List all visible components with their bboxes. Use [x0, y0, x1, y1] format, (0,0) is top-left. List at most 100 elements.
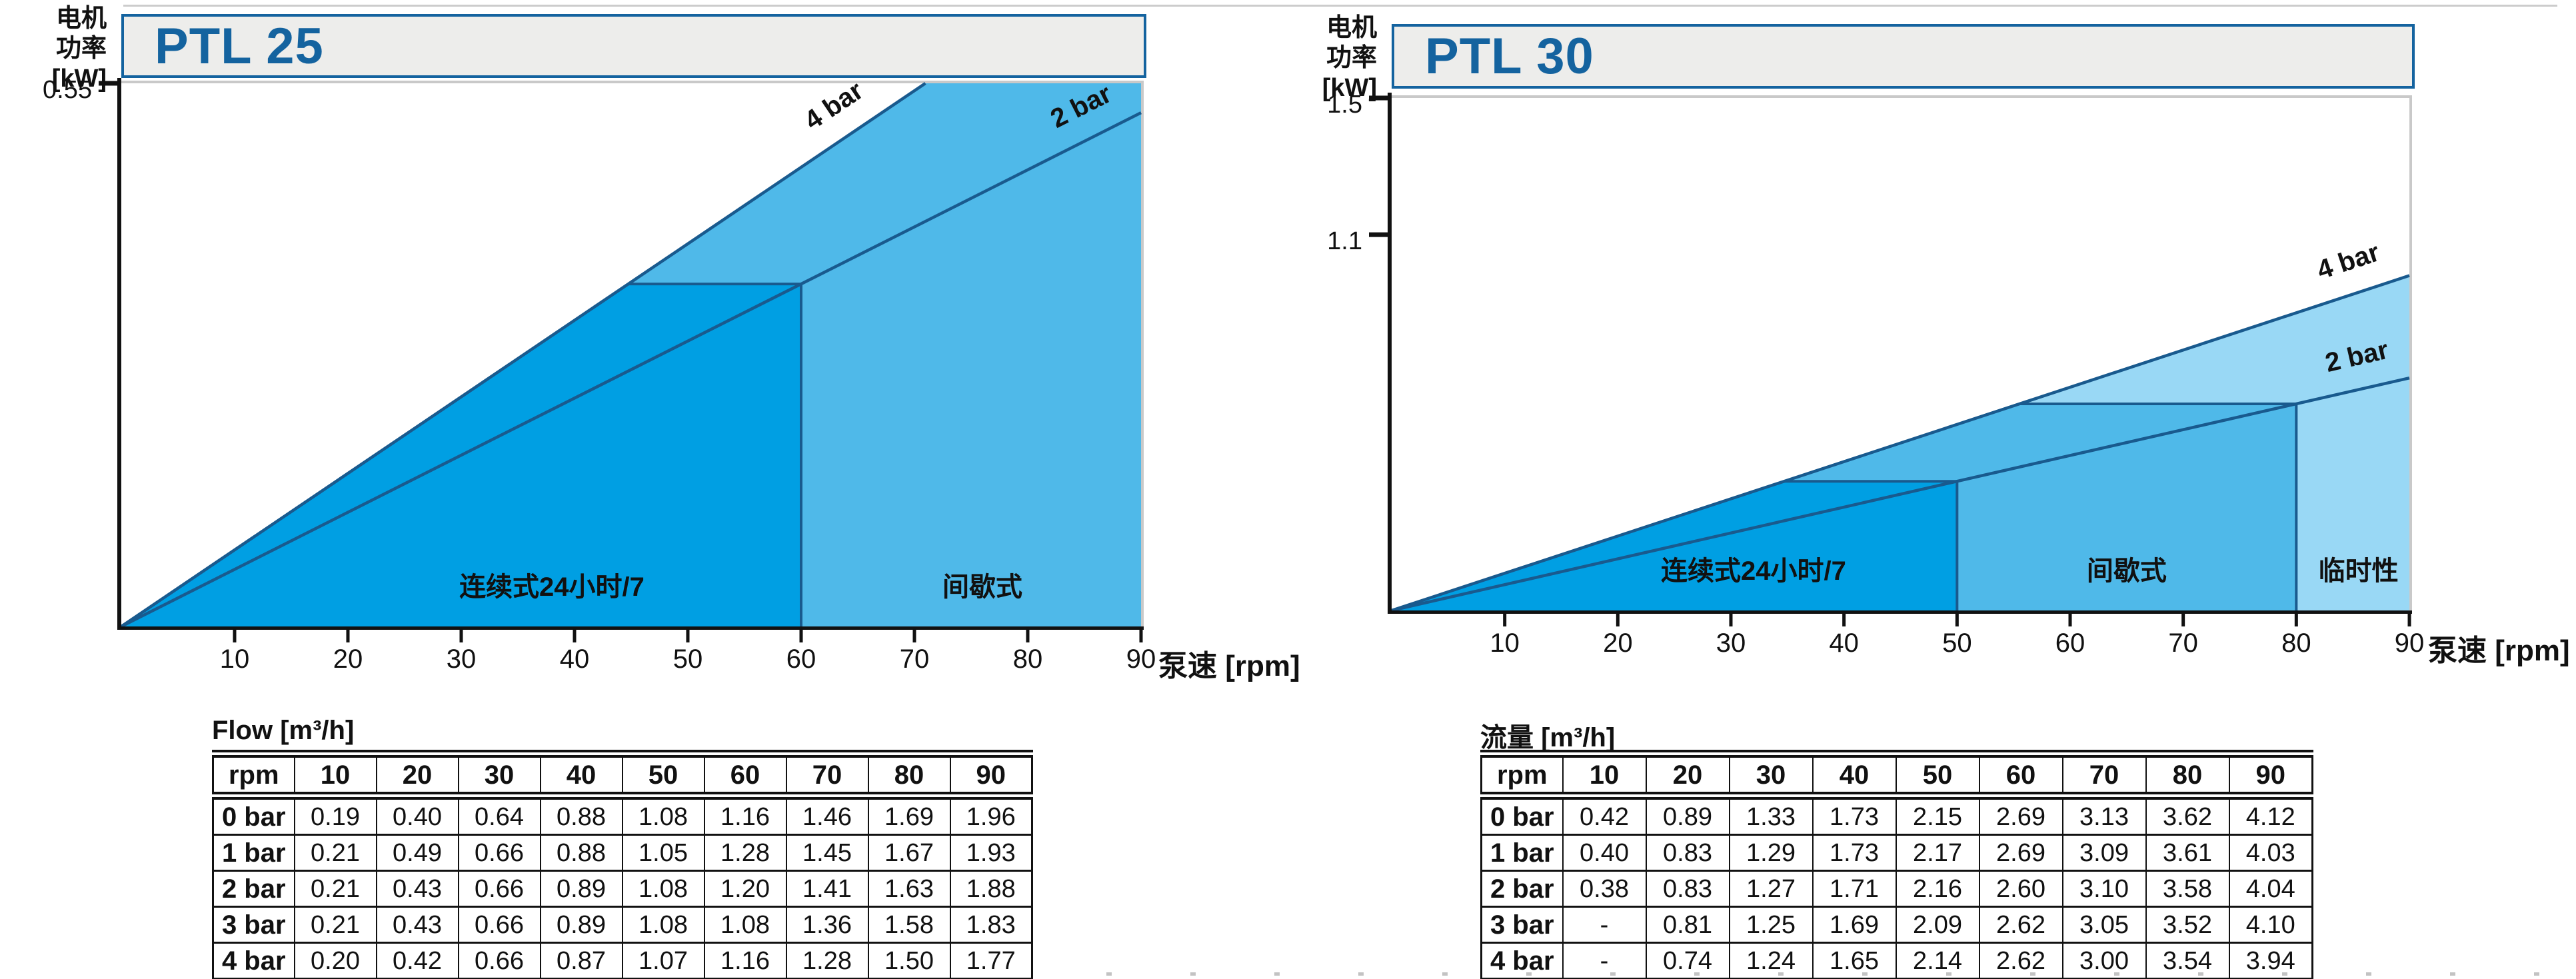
flow-table-cell: 1.88: [949, 870, 1033, 908]
flow-table-cell: 1.28: [785, 942, 869, 979]
x-tick-label: 50: [1942, 628, 1972, 658]
flow-table-cell: 0.21: [293, 906, 377, 944]
flow-table-cell: 0.43: [375, 906, 459, 944]
flow-table-row-label: 2 bar: [1480, 870, 1564, 908]
flow-table-header-cell: 80: [867, 753, 951, 800]
flow-table-cell: 1.16: [703, 794, 787, 836]
flow-table-row: 3 bar -0.81 1.25 1.69 2.09 2.62 3.05 3.52 4.10: [1480, 906, 2313, 944]
flow-table-header-cell: 60: [1978, 753, 2063, 800]
x-tick-label: 10: [220, 644, 250, 674]
x-axis-title: 泵速 [rpm]: [1158, 650, 1300, 682]
flow-table-header-row: rpm 10 20 30 40 50 60 70 80 90: [212, 753, 1033, 800]
flow-table-row-label: 3 bar: [1480, 906, 1564, 944]
flow-table-cell: 0.81: [1645, 906, 1730, 944]
flow-table-cell: 1.16: [703, 942, 787, 979]
y-axis-title-line: [kW]: [51, 65, 107, 93]
flow-table-header-cell: 70: [785, 753, 869, 800]
x-tick-label: 60: [2055, 628, 2085, 658]
flow-table-cell: 1.71: [1812, 870, 1897, 908]
flow-table-cell: 2.09: [1895, 906, 1980, 944]
flow-table-row: 1 bar 0.21 0.49 0.66 0.88 1.05 1.28 1.45 1.67 1.9…: [212, 834, 1033, 872]
chart-title-box: PTL 25: [121, 14, 1146, 78]
flow-table-row: 2 bar 0.38 0.83 1.27 1.71 2.16 2.60 3.10 3.58 4.0…: [1480, 870, 2313, 908]
x-tick-label: 30: [447, 644, 477, 674]
y-tick-label: 0.55: [43, 76, 92, 104]
flow-table-cell: 1.69: [1812, 906, 1897, 944]
flow-table-row-label: 3 bar: [212, 906, 295, 944]
flow-table-cell: 1.73: [1812, 794, 1897, 836]
flow-table-cell: 0.83: [1645, 870, 1730, 908]
flow-table-cell: 1.25: [1728, 906, 1814, 944]
flow-table-cell: 0.88: [539, 794, 623, 836]
flow-table-cell: 3.58: [2145, 870, 2230, 908]
flow-table-cell: 3.09: [2061, 834, 2147, 872]
flow-table-cell: 0.40: [375, 794, 459, 836]
flow-table-cell: 4.12: [2228, 794, 2313, 836]
flow-table-cell: 1.07: [621, 942, 705, 979]
flow-table-cell: 0.89: [539, 906, 623, 944]
flow-table-header-cell: 90: [949, 753, 1033, 800]
flow-table-cell: 1.08: [621, 906, 705, 944]
flow-table-header-cell: 70: [2061, 753, 2147, 800]
flow-table-cell: 0.66: [457, 906, 541, 944]
flow-table-cell: 1.45: [785, 834, 869, 872]
flow-table-cell: 4.04: [2228, 870, 2313, 908]
flow-table-cell: 1.28: [703, 834, 787, 872]
x-tick-label: 80: [1013, 644, 1043, 674]
flow-table-header-cell: 50: [1895, 753, 1980, 800]
y-axis-title-line: 电机: [55, 5, 107, 33]
flow-table-cell: 1.46: [785, 794, 869, 836]
flow-table-header-cell: rpm: [1480, 753, 1564, 800]
x-tick-label: 90: [2395, 628, 2425, 658]
flow-table-row-label: 1 bar: [212, 834, 295, 872]
flow-table-cell: 2.62: [1978, 906, 2063, 944]
pressure-line-4bar: [120, 82, 926, 628]
flow-table-ptl30: rpm 10 20 30 40 50 60 70 80 90 0 bar 0.42 0.89 1.33 1.…: [1480, 750, 2313, 979]
flow-table-cell: 0.66: [457, 942, 541, 979]
flow-table-header-cell: 20: [375, 753, 459, 800]
flow-table-cell: 0.42: [1562, 794, 1647, 836]
flow-table-header-cell: rpm: [212, 753, 295, 800]
flow-table-cell: 3.13: [2061, 794, 2147, 836]
flow-table-cell: 3.52: [2145, 906, 2230, 944]
flow-table-cell: 3.62: [2145, 794, 2230, 836]
flow-table-cell: 0.43: [375, 870, 459, 908]
chart-title-box: PTL 30: [1392, 24, 2415, 89]
flow-table-cell: 0.66: [457, 834, 541, 872]
flow-table-cell: 0.89: [539, 870, 623, 908]
flow-table-title: Flow [m³/h]: [212, 716, 355, 745]
flow-table-cell: 0.38: [1562, 870, 1647, 908]
flow-table-row-label: 0 bar: [212, 794, 295, 836]
x-axis-title: 泵速 [rpm]: [2428, 634, 2570, 667]
y-tick-label: 1.1: [1327, 227, 1362, 255]
flow-table-row: 0 bar 0.42 0.89 1.33 1.73 2.15 2.69 3.13 3.62 4.1…: [1480, 794, 2313, 836]
x-tick-label: 70: [2168, 628, 2198, 658]
flow-table-cell: 2.69: [1978, 794, 2063, 836]
flow-table-header-cell: 40: [1812, 753, 1897, 800]
flow-table-row: 3 bar 0.21 0.43 0.66 0.89 1.08 1.08 1.36 1.58 1.8…: [212, 906, 1033, 944]
pressure-line-4bar: [1391, 274, 2410, 612]
y-tick-label: 1.5: [1327, 91, 1362, 119]
x-tick-label: 40: [560, 644, 590, 674]
y-axis-title-line: 功率: [55, 35, 107, 63]
flow-table-cell: 1.58: [867, 906, 951, 944]
flow-table-cell: 1.08: [621, 870, 705, 908]
duty-region-medium: [1784, 403, 2297, 610]
y-axis-title-line: [kW]: [1322, 74, 1377, 102]
flow-table-row-label: 4 bar: [212, 942, 295, 979]
flow-table-cell: 0.42: [375, 942, 459, 979]
flow-table-cell: 3.10: [2061, 870, 2147, 908]
flow-table-header-cell: 90: [2228, 753, 2313, 800]
flow-table-cell: 2.60: [1978, 870, 2063, 908]
y-axis-title-line: 电机: [1326, 14, 1377, 42]
flow-table-row: 2 bar 0.21 0.43 0.66 0.89 1.08 1.20 1.41 1.63 1.8…: [212, 870, 1033, 908]
flow-table-cell: 2.16: [1895, 870, 1980, 908]
duty-region-label: 间歇式: [942, 572, 1022, 602]
flow-table-cell: 0.88: [539, 834, 623, 872]
flow-table-cell: 0.66: [457, 870, 541, 908]
flow-table-cell: 4.10: [2228, 906, 2313, 944]
flow-table-cell: 1.77: [949, 942, 1033, 979]
flow-table-cell: 2.17: [1895, 834, 1980, 872]
pressure-line-label: 4 bar: [2313, 237, 2383, 285]
